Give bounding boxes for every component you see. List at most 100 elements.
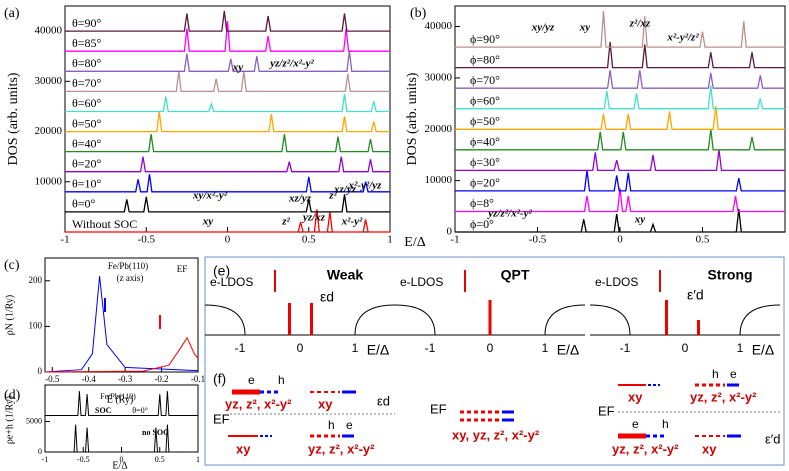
tick-label: -1: [425, 341, 436, 355]
dos-curve: [65, 134, 390, 153]
x-tick-label: 0: [120, 455, 124, 464]
panel-label: (d): [4, 388, 21, 403]
y-axis-label: ρe+h (1/Ry): [4, 396, 15, 444]
dos-curve: [455, 85, 785, 110]
y-tick-label: 200: [29, 275, 43, 285]
dos-curve: [65, 51, 390, 72]
panel-label: (c): [4, 258, 20, 273]
series-label: θ=50°: [72, 116, 102, 130]
annotation: x²-y²: [341, 216, 363, 228]
x-tick-label: -0.5: [45, 374, 60, 384]
eps-label: εd: [377, 393, 390, 408]
dos-curve: [65, 10, 390, 32]
x-tick-label: -0.3: [118, 374, 133, 384]
series-label: ϕ=70°: [470, 73, 500, 87]
y-tick-label: 10000: [35, 175, 63, 187]
state-bar: [288, 303, 291, 335]
state-bar: [665, 300, 668, 335]
ef-label: EF: [213, 411, 230, 426]
y-tick-label: 0: [38, 447, 42, 456]
plot-frame: [64, 5, 391, 233]
level: [618, 433, 646, 439]
y-tick-label: 20000: [35, 125, 63, 137]
y-axis-label: ρN (1/Ry): [4, 295, 15, 335]
regime-label: Strong: [707, 267, 752, 283]
h-label: h: [712, 367, 719, 381]
annotation: x²-y²/z²: [666, 32, 699, 44]
dos-curve: [455, 149, 785, 172]
level: [232, 389, 260, 395]
state-bar: [488, 300, 492, 335]
x-axis-label: E/Δ: [404, 235, 425, 250]
gap-edge: [354, 304, 396, 336]
x-tick-label: 1: [387, 234, 393, 246]
annotation: yz/z²/x²-y²: [486, 208, 532, 220]
panel-label: (f): [213, 371, 226, 387]
tick-label: -1: [620, 341, 631, 355]
x-tick-label: 0.5: [696, 234, 710, 246]
ef-label: EF: [598, 403, 615, 418]
x-tick-label: -0.5: [529, 234, 547, 246]
dos-curve: [455, 188, 785, 213]
x-tick-label: 1: [196, 455, 200, 464]
tick-label: 1: [737, 341, 744, 355]
y-tick-label: 40000: [425, 20, 453, 32]
y-tick-label: 100: [29, 320, 43, 330]
e-label: e: [730, 367, 737, 381]
x-tick-label: 0.5: [302, 234, 316, 246]
eldos-label: e-LDOS: [595, 275, 638, 289]
annotation: Fe/Pb(110): [108, 261, 148, 271]
orbital-label: yz, z², x²-y²: [690, 389, 757, 404]
series-label: θ=60°: [72, 96, 102, 110]
y-tick-label: 5000: [26, 416, 42, 425]
annotation: EF: [177, 264, 188, 274]
panel-label: (a): [4, 6, 20, 21]
dos-curve: [65, 156, 390, 173]
dos-curve: [455, 129, 785, 151]
dos-curve: [455, 41, 785, 69]
gap-edge: [739, 304, 781, 336]
series-label: θ=40°: [72, 136, 102, 150]
dos-curve: [44, 336, 199, 373]
orbital-label: xy, yz, z², x²-y²: [452, 427, 540, 442]
x-tick-label: 0: [225, 234, 231, 246]
orbital-label: xy: [628, 389, 643, 404]
axis-label: E/Δ: [367, 342, 390, 358]
x-tick-label: -0.5: [138, 234, 156, 246]
annotation: yz/z²/x²-y²: [268, 58, 314, 70]
eps-label: εd: [320, 289, 334, 305]
h-label: h: [328, 418, 335, 432]
annotation: yz/xz: [301, 212, 326, 224]
level: [727, 434, 741, 438]
plot-frame: [44, 257, 199, 373]
level: [342, 434, 354, 438]
dos-curve: [45, 424, 198, 453]
series-label: θ=70°: [72, 76, 102, 90]
orbital-label: yz, z², x²-y²: [612, 441, 679, 456]
series-label: ϕ=60°: [470, 93, 500, 107]
series-label: ϕ=50°: [470, 114, 500, 128]
h-label: h: [662, 417, 669, 431]
y-axis-label: DOS (arb. units): [405, 72, 420, 165]
dos-curve: [65, 194, 390, 213]
y-axis-label: DOS (arb. units): [6, 72, 21, 165]
h-label: h: [278, 373, 285, 387]
tick-label: 1: [352, 341, 359, 355]
panel-label: (b): [410, 6, 427, 21]
series-label: ϕ=0°: [470, 217, 494, 231]
gap-edge: [589, 304, 631, 336]
series-label: ϕ=30°: [470, 155, 500, 169]
gap-edge: [204, 304, 246, 336]
dos-curve: [65, 111, 390, 133]
series-label: θ=90°: [72, 16, 102, 30]
y-tick-label: 40000: [35, 25, 63, 37]
annotation: xz/yz: [333, 184, 357, 196]
tick-label: 1: [542, 341, 549, 355]
regime-label: QPT: [501, 267, 530, 283]
dos-curve: [455, 70, 785, 89]
x-tick-label: -0.1: [191, 374, 205, 384]
tick-label: 0: [297, 341, 304, 355]
series-label: ϕ=80°: [470, 52, 500, 66]
e-label: e: [632, 417, 639, 431]
